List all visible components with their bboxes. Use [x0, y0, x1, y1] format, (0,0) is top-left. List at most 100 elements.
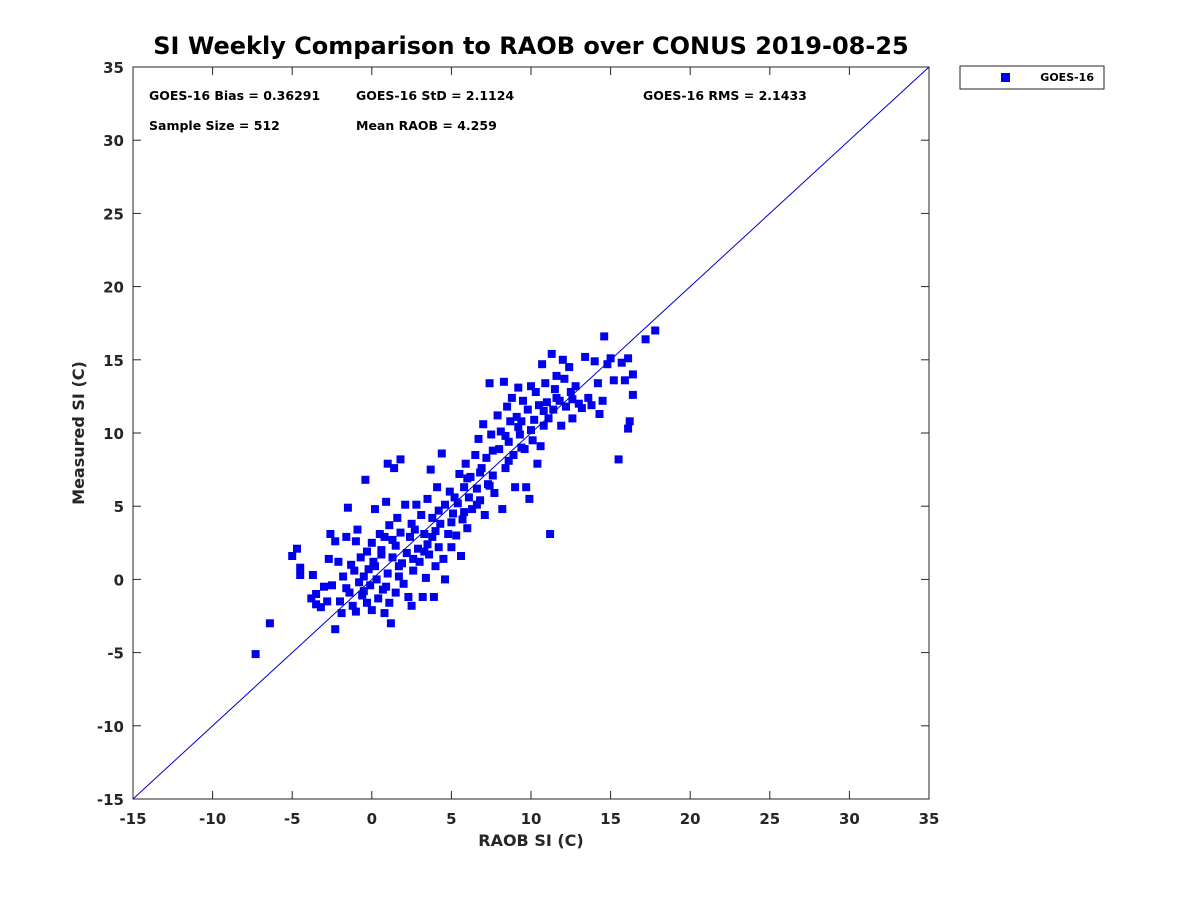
data-point [420, 547, 429, 556]
data-point [536, 442, 545, 451]
data-point [449, 509, 457, 518]
data-point [343, 503, 352, 512]
legend-label-goes-16: GOES-16 [1040, 71, 1094, 84]
data-point [471, 451, 480, 459]
data-point [498, 505, 507, 514]
data-point [587, 401, 596, 410]
x-tick-label: 5 [446, 810, 456, 828]
data-point [324, 554, 333, 563]
data-point [606, 354, 615, 363]
data-point [574, 399, 583, 408]
data-point [308, 571, 317, 579]
data-point [316, 603, 325, 612]
data-point [431, 527, 440, 536]
data-point [407, 601, 416, 610]
x-axis-label: RAOB SI (C) [478, 831, 583, 850]
data-point [455, 470, 464, 478]
data-point [487, 430, 496, 439]
y-tick-label: 20 [103, 279, 124, 297]
data-point [458, 515, 467, 524]
y-tick-label: -15 [97, 791, 124, 809]
data-point [351, 537, 360, 546]
data-point [598, 396, 607, 405]
data-point [312, 600, 321, 609]
legend-box [959, 65, 1105, 90]
data-point [377, 550, 386, 559]
data-point [624, 424, 633, 433]
data-point [410, 525, 419, 534]
one-to-one-line [132, 66, 930, 800]
data-point [391, 541, 400, 550]
data-point [426, 465, 435, 474]
legend-marker [1001, 73, 1010, 82]
data-point [251, 650, 260, 659]
data-point [485, 481, 494, 490]
data-point [507, 393, 516, 402]
data-point [336, 597, 344, 606]
data-point [472, 500, 481, 509]
data-point [624, 354, 633, 363]
data-point [533, 459, 542, 468]
data-point [372, 575, 381, 584]
data-point [628, 390, 637, 399]
data-point [609, 376, 618, 385]
data-point [445, 487, 454, 496]
data-point [391, 588, 400, 597]
data-point [515, 430, 524, 439]
data-point [385, 521, 394, 530]
data-point [339, 572, 348, 581]
data-point [393, 513, 402, 522]
x-tick-label: -5 [284, 810, 301, 828]
data-point [429, 593, 438, 601]
data-point [501, 464, 510, 473]
data-point [549, 405, 558, 414]
data-point [480, 511, 489, 519]
data-point [363, 547, 371, 556]
y-tick-label: 0 [114, 571, 124, 589]
data-point [288, 552, 297, 560]
data-point [550, 385, 559, 394]
data-point [490, 489, 499, 497]
data-point [546, 530, 555, 538]
y-tick-label: -10 [97, 718, 124, 736]
data-point [603, 360, 612, 369]
data-point [560, 374, 569, 383]
x-tick-label: 0 [367, 810, 377, 828]
y-tick-label: 10 [103, 425, 124, 443]
data-point [651, 326, 660, 335]
data-point [499, 377, 508, 386]
data-point [452, 531, 461, 540]
data-point [504, 437, 513, 446]
data-point [406, 532, 414, 541]
data-point [541, 379, 550, 388]
chart-title: SI Weekly Comparison to RAOB over CONUS … [153, 32, 908, 60]
data-point [552, 371, 561, 380]
data-point [504, 456, 513, 465]
data-point [527, 426, 535, 435]
data-point [495, 445, 504, 454]
data-point [523, 405, 532, 414]
data-point [350, 566, 359, 575]
data-point [328, 581, 336, 590]
data-point [503, 402, 512, 411]
data-point [355, 578, 364, 587]
data-point [382, 582, 391, 591]
data-point [337, 609, 346, 618]
data-point [474, 434, 483, 443]
data-point [404, 593, 413, 601]
data-point [388, 553, 397, 562]
data-point [386, 619, 395, 628]
data-point [568, 395, 577, 404]
data-point [375, 530, 384, 538]
data-point [382, 497, 391, 506]
data-point [385, 598, 394, 607]
data-point [417, 511, 426, 519]
data-point [493, 411, 502, 420]
data-point [477, 464, 486, 473]
data-point [433, 483, 442, 492]
y-axis-ticks: -15 -10 -5 0 5 10 15 20 25 30 35 [97, 59, 929, 809]
data-point [539, 421, 548, 430]
stat-std: GOES-16 StD = 2.1124 [356, 88, 514, 103]
data-point [557, 421, 566, 430]
data-point [307, 594, 316, 603]
